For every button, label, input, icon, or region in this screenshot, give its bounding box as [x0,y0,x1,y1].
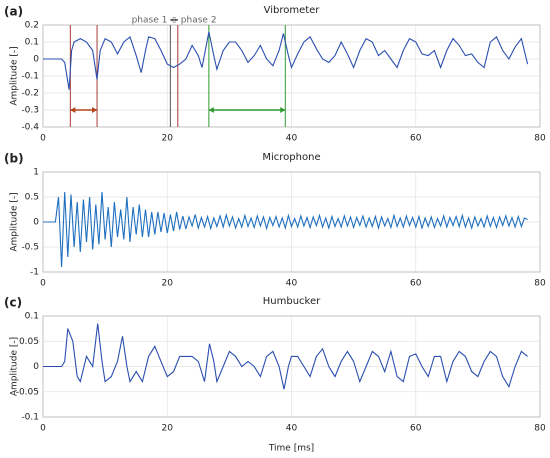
plot-frame [42,24,541,128]
y-tick-label: 0.05 [19,337,39,347]
y-tick-label: -0.05 [16,387,39,397]
y-tick-label: -0.1 [21,413,39,423]
x-tick-label: 40 [286,134,298,144]
waveform [43,191,528,268]
y-tick-label: -0.1 [21,72,39,82]
x-tick-label: 60 [410,424,422,434]
x-tick-label: 20 [162,134,174,144]
x-tick-label: 60 [410,279,422,289]
y-tick-label: 0.1 [25,312,39,322]
y-tick-label: -0.4 [21,123,39,133]
annotation: phase 2 [181,15,217,25]
y-axis-label: Amplitude [-] [10,192,20,251]
x-tick-label: 20 [162,279,174,289]
y-tick-label: 0.1 [25,38,39,48]
x-tick-label: 0 [40,279,46,289]
y-tick-label: -0.3 [21,106,39,116]
y-tick-label: -1 [30,268,39,278]
y-axis-label: Amplitude [-] [10,337,20,396]
panel-label: (b) [4,152,24,166]
x-tick-label: 60 [410,134,422,144]
annotation: phase 1 [132,15,168,25]
arrow-head [170,16,178,23]
y-tick-label: -0.2 [21,89,39,99]
x-tick-label: 40 [286,424,298,434]
y-tick-label: 0 [33,362,39,372]
x-tick-label: 80 [534,134,546,144]
chart-title: Vibrometer [264,5,321,16]
x-axis-label: Time [ms] [268,444,314,454]
x-tick-label: 80 [534,279,546,289]
y-tick-label: -0.5 [21,243,39,253]
panel-label: (a) [4,5,23,19]
waveform [43,323,528,390]
chart-title: Microphone [262,152,320,163]
y-tick-label: 0.2 [25,21,39,31]
x-tick-label: 40 [286,279,298,289]
chart-title: Humbucker [263,296,321,307]
x-tick-label: 80 [534,424,546,434]
y-tick-label: 0 [33,218,39,228]
x-tick-label: 0 [40,424,46,434]
x-tick-label: 20 [162,424,174,434]
y-tick-label: 0 [33,55,39,65]
x-tick-label: 0 [40,134,46,144]
waveform [43,31,529,90]
y-tick-label: 1 [33,168,39,178]
y-tick-label: 0.5 [25,193,39,203]
panel-label: (c) [4,296,22,310]
y-axis-label: Amplitude [-] [10,46,20,105]
